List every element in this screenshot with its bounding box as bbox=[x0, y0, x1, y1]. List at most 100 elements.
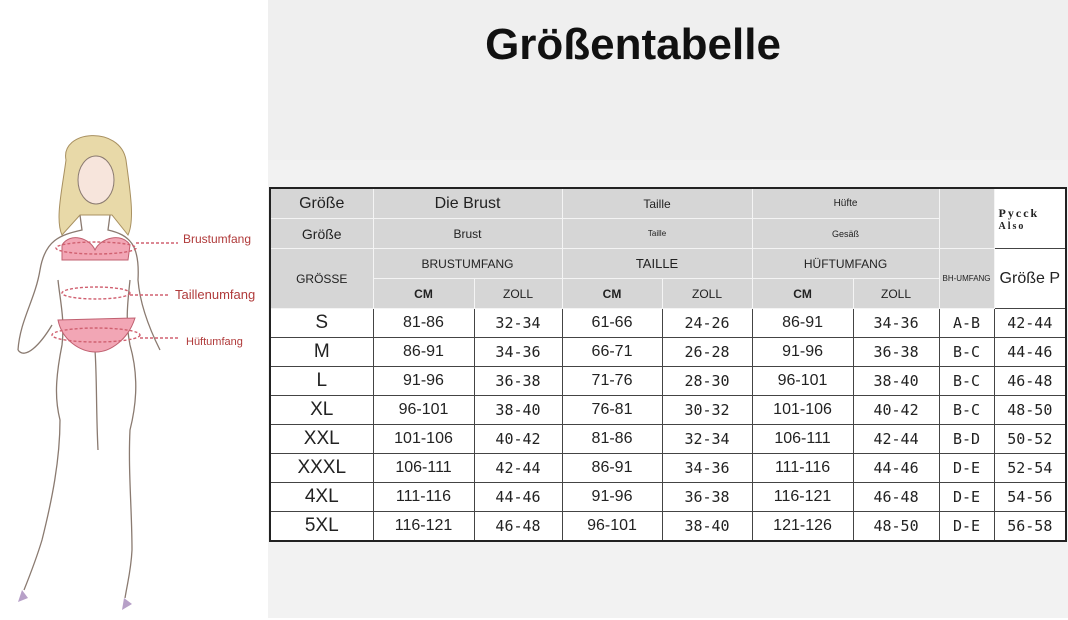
header-cell: Größe bbox=[269, 187, 374, 219]
size-table: Größe Die Brust Taille Hüfte Pycck Also G… bbox=[269, 187, 1068, 542]
table-cell: 50-52 bbox=[993, 424, 1067, 454]
table-cell: 44-46 bbox=[473, 482, 563, 512]
table-cell: 46-48 bbox=[993, 366, 1067, 396]
table-row: L 91-96 36-38 71-76 28-30 96-101 38-40 B-C 46-48 bbox=[269, 366, 1067, 396]
table-cell: 86-91 bbox=[561, 453, 663, 483]
table-cell: 86-91 bbox=[751, 308, 854, 338]
table-cell: 34-36 bbox=[852, 308, 940, 338]
table-cell: 38-40 bbox=[852, 366, 940, 396]
table-cell: 48-50 bbox=[993, 395, 1067, 425]
title: Größentabelle bbox=[485, 20, 781, 69]
figure-label: Brustumfang bbox=[183, 232, 252, 246]
header-cell: Hüfte bbox=[751, 187, 940, 219]
table-cell: 116-121 bbox=[751, 482, 854, 512]
table-cell: 36-38 bbox=[661, 482, 753, 512]
table-cell: B-C bbox=[938, 395, 995, 425]
table-cell: XXXL bbox=[269, 453, 374, 483]
header-cell: BRUSTUMFANG bbox=[372, 248, 563, 279]
table-cell: B-C bbox=[938, 366, 995, 396]
table-cell: 42-44 bbox=[473, 453, 563, 483]
table-cell: M bbox=[269, 337, 374, 367]
table-cell: 38-40 bbox=[473, 395, 563, 425]
table-row: 4XL 111-116 44-46 91-96 36-38 116-121 46-48 D-E… bbox=[269, 482, 1067, 512]
table-cell: 106-111 bbox=[751, 424, 854, 454]
table-cell: 28-30 bbox=[661, 366, 753, 396]
table-cell: B-C bbox=[938, 337, 995, 367]
table-cell: 96-101 bbox=[372, 395, 475, 425]
figure-label: Taillenumfang bbox=[175, 287, 256, 302]
table-cell: 101-106 bbox=[751, 395, 854, 425]
table-cell: 91-96 bbox=[561, 482, 663, 512]
table-cell: 42-44 bbox=[993, 308, 1067, 338]
header-text: Pycck bbox=[998, 205, 1040, 220]
table-cell: 40-42 bbox=[852, 395, 940, 425]
header-cell: Pycck Also bbox=[993, 187, 1067, 249]
table-row: XXXL 106-111 42-44 86-91 34-36 111-116 44-46 D-… bbox=[269, 453, 1067, 483]
table-cell: D-E bbox=[938, 482, 995, 512]
table-cell: 24-26 bbox=[661, 308, 753, 338]
header-cell: Die Brust bbox=[372, 187, 563, 219]
header-cell: CM bbox=[372, 278, 475, 309]
table-cell: 111-116 bbox=[751, 453, 854, 483]
table-row: S 81-86 32-34 61-66 24-26 86-91 34-36 A-B 42-44 bbox=[269, 308, 1067, 338]
table-cell: 81-86 bbox=[561, 424, 663, 454]
table-cell: 4XL bbox=[269, 482, 374, 512]
table-cell: 32-34 bbox=[473, 308, 563, 338]
header-cell: ZOLL bbox=[852, 278, 940, 309]
table-row: 5XL 116-121 46-48 96-101 38-40 121-126 48-50 D-… bbox=[269, 511, 1067, 542]
table-cell: 91-96 bbox=[372, 366, 475, 396]
table-cell: 44-46 bbox=[993, 337, 1067, 367]
table-cell: 54-56 bbox=[993, 482, 1067, 512]
table-cell: 96-101 bbox=[561, 511, 663, 542]
table-cell: 101-106 bbox=[372, 424, 475, 454]
table-cell: A-B bbox=[938, 308, 995, 338]
table-cell: 48-50 bbox=[852, 511, 940, 542]
header-cell: TAILLE bbox=[561, 248, 753, 279]
table-cell: S bbox=[269, 308, 374, 338]
table-cell: 66-71 bbox=[561, 337, 663, 367]
table-cell: 46-48 bbox=[852, 482, 940, 512]
table-cell: B-D bbox=[938, 424, 995, 454]
table-cell: 36-38 bbox=[473, 366, 563, 396]
table-cell: 106-111 bbox=[372, 453, 475, 483]
header-cell: ZOLL bbox=[473, 278, 563, 309]
table-cell: 34-36 bbox=[661, 453, 753, 483]
table-row: XXL 101-106 40-42 81-86 32-34 106-111 42-44 B-D… bbox=[269, 424, 1067, 454]
table-cell: 40-42 bbox=[473, 424, 563, 454]
header-cell: CM bbox=[561, 278, 663, 309]
table-cell: 42-44 bbox=[852, 424, 940, 454]
figure-label: Hüftumfang bbox=[186, 336, 243, 348]
header-cell: Größe P bbox=[993, 248, 1067, 309]
figure-sketch bbox=[17, 135, 180, 610]
table-cell: D-E bbox=[938, 511, 995, 542]
table-cell: 34-36 bbox=[473, 337, 563, 367]
header-text: Also bbox=[998, 220, 1026, 232]
header-cell: BH-UMFANG bbox=[938, 248, 995, 309]
header-cell: Brust bbox=[372, 218, 563, 249]
table-cell: 5XL bbox=[269, 511, 374, 542]
table-cell: 44-46 bbox=[852, 453, 940, 483]
table-cell: XL bbox=[269, 395, 374, 425]
table-cell: 38-40 bbox=[661, 511, 753, 542]
header-cell: CM bbox=[751, 278, 854, 309]
title-band bbox=[268, 0, 1068, 160]
table-cell: 52-54 bbox=[993, 453, 1067, 483]
table-cell: 30-32 bbox=[661, 395, 753, 425]
table-cell: 111-116 bbox=[372, 482, 475, 512]
table-cell: L bbox=[269, 366, 374, 396]
table-cell: 61-66 bbox=[561, 308, 663, 338]
header-cell: Gesäß bbox=[751, 218, 940, 249]
table-cell: 26-28 bbox=[661, 337, 753, 367]
table-cell: 56-58 bbox=[993, 511, 1067, 542]
table-row: XL 96-101 38-40 76-81 30-32 101-106 40-42 B-C 48… bbox=[269, 395, 1067, 425]
table-cell: 46-48 bbox=[473, 511, 563, 542]
table-cell: XXL bbox=[269, 424, 374, 454]
header-cell bbox=[938, 187, 995, 249]
table-cell: D-E bbox=[938, 453, 995, 483]
table-cell: 86-91 bbox=[372, 337, 475, 367]
table-row: M 86-91 34-36 66-71 26-28 91-96 36-38 B-C 44-46 bbox=[269, 337, 1067, 367]
header-cell: Taille bbox=[561, 218, 753, 249]
header-cell: GRÖSSE bbox=[269, 248, 374, 309]
table-cell: 116-121 bbox=[372, 511, 475, 542]
